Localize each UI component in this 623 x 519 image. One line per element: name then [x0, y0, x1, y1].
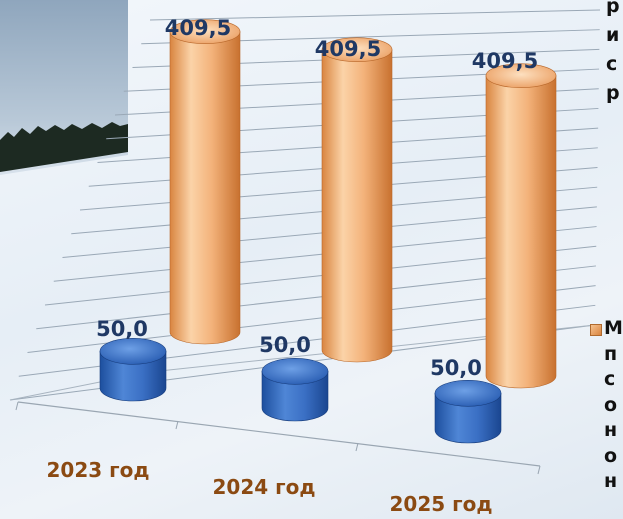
blue-cylinder	[261, 371, 329, 422]
chart-labels: 409,5 409,5 409,5 50,0 50,0 50,0 2023 год 2024 …	[47, 16, 539, 516]
grid-line	[149, 9, 601, 21]
orange-cylinder-top	[169, 19, 241, 45]
category-label: 2023 год	[47, 458, 150, 482]
orange-cylinder-top	[485, 63, 557, 88]
blue-cylinder-top	[261, 358, 329, 385]
orange-cylinder	[485, 75, 557, 389]
cropped-side-text: р и с р	[606, 0, 620, 104]
legend: М п с о н о н	[588, 318, 623, 518]
data-label-orange: 409,5	[165, 16, 231, 40]
orange-cylinder-top	[321, 37, 393, 63]
x-axis-tick	[175, 420, 179, 430]
orange-cylinder	[169, 31, 241, 345]
blue-cylinder-top	[434, 380, 502, 407]
data-label-blue: 50,0	[259, 333, 311, 357]
category-label: 2025 год	[390, 492, 493, 516]
legend-text: М п с о н о н	[604, 318, 623, 492]
orange-cylinder	[321, 49, 393, 363]
x-axis-line	[17, 401, 541, 467]
data-label-orange: 409,5	[472, 49, 538, 73]
x-axis-tick	[537, 465, 541, 475]
x-axis-tick	[355, 442, 359, 452]
legend-swatch-orange	[590, 324, 602, 336]
blue-cylinder	[434, 393, 502, 444]
chart-bars	[99, 19, 557, 444]
category-label: 2024 год	[213, 475, 316, 499]
data-label-blue: 50,0	[96, 317, 148, 341]
x-axis-tick	[15, 401, 19, 411]
data-label-orange: 409,5	[315, 37, 381, 61]
data-label-blue: 50,0	[430, 356, 482, 380]
background-photo	[0, 0, 128, 180]
blue-cylinder	[99, 351, 167, 402]
blue-cylinder-top	[99, 338, 167, 365]
